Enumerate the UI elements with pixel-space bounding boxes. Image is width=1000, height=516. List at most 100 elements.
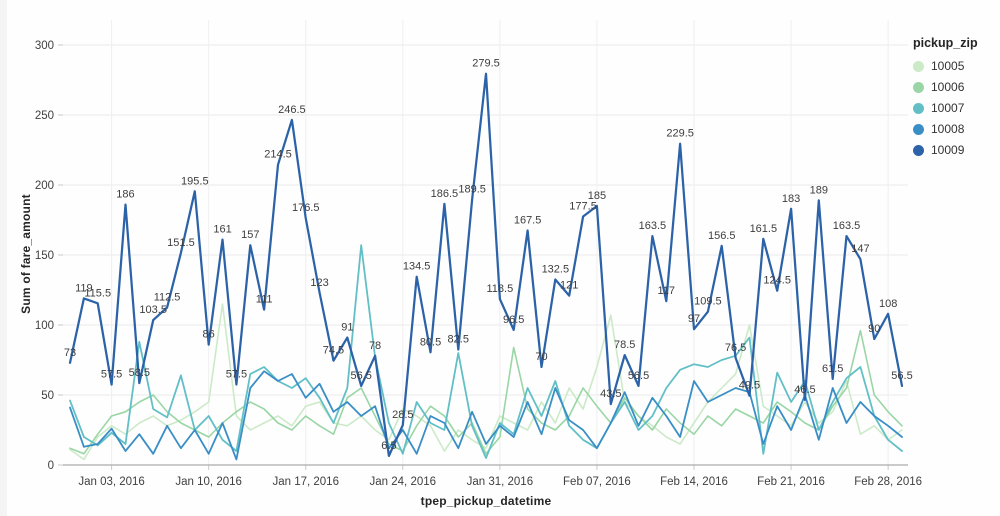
data-label-10009: 49.5 xyxy=(739,380,760,392)
legend: pickup_zip 10005 10006 10007 10008 10009 xyxy=(913,36,998,164)
data-label-10009: 58.5 xyxy=(129,367,150,379)
data-label-10009: 115.5 xyxy=(84,287,111,299)
data-label-10009: 109.5 xyxy=(694,296,722,308)
data-label-10009: 189 xyxy=(810,184,828,196)
data-label-10009: 151.5 xyxy=(167,237,195,249)
data-label-10009: 112.5 xyxy=(154,292,181,304)
data-label-10009: 163.5 xyxy=(833,220,861,232)
y-tick-label: 0 xyxy=(48,460,54,472)
data-label-10009: 134.5 xyxy=(403,261,431,273)
data-label-10009: 80.5 xyxy=(420,336,441,348)
data-label-10009: 177.5 xyxy=(569,201,597,213)
data-label-10009: 56.5 xyxy=(350,370,371,382)
y-tick-label: 300 xyxy=(35,40,54,52)
legend-label: 10007 xyxy=(931,101,965,115)
data-label-10009: 57.5 xyxy=(101,369,122,381)
data-label-10009: 229.5 xyxy=(666,128,694,140)
legend-item-10009[interactable]: 10009 xyxy=(913,143,998,157)
data-label-10009: 61.5 xyxy=(822,363,843,375)
data-label-10009: 78.5 xyxy=(614,339,635,351)
legend-item-10006[interactable]: 10006 xyxy=(913,80,998,94)
series-line-10009[interactable] xyxy=(68,72,904,458)
data-label-10009: 132.5 xyxy=(542,264,570,276)
y-tick-label: 100 xyxy=(35,320,54,332)
series-line-10005[interactable] xyxy=(69,303,903,461)
x-tick-label: Jan 24, 2016 xyxy=(370,476,437,488)
data-label-10009: 157 xyxy=(241,229,259,241)
data-label-10009: 111 xyxy=(256,294,273,306)
data-label-10009: 56.5 xyxy=(891,370,912,382)
x-axis-title: tpep_pickup_datetime xyxy=(420,494,552,508)
x-tick-label: Jan 31, 2016 xyxy=(467,476,534,488)
series-line-10007[interactable] xyxy=(69,244,903,459)
y-tick-label: 150 xyxy=(35,250,54,262)
data-label-10009: 117 xyxy=(657,285,675,297)
x-tick-label: Jan 10, 2016 xyxy=(175,476,242,488)
legend-item-10008[interactable]: 10008 xyxy=(913,122,998,136)
series-line-10008[interactable] xyxy=(69,370,903,461)
x-tick-label: Jan 17, 2016 xyxy=(272,476,339,488)
legend-swatch-10006 xyxy=(913,81,924,93)
data-label-10009: 28.5 xyxy=(392,409,413,421)
data-label-10009: 186.5 xyxy=(431,188,459,200)
x-tick-label: Jan 03, 2016 xyxy=(78,476,145,488)
data-label-10009: 119 xyxy=(75,282,93,294)
legend-label: 10009 xyxy=(931,143,965,157)
data-label-10009: 6.5 xyxy=(381,440,396,452)
y-tick-label: 50 xyxy=(41,390,54,402)
data-label-10009: 86 xyxy=(203,329,215,341)
legend-swatch-10008 xyxy=(913,123,924,135)
left-edge-strip xyxy=(0,0,7,516)
data-label-10009: 214.5 xyxy=(264,149,292,161)
data-label-10009: 70 xyxy=(535,351,547,363)
data-label-10009: 161 xyxy=(213,224,231,236)
data-label-10009: 82.5 xyxy=(448,334,469,346)
data-label-10009: 76.5 xyxy=(725,342,746,354)
data-label-10009: 246.5 xyxy=(278,104,306,116)
data-label-10009: 156.5 xyxy=(708,230,736,242)
data-label-10009: 46.5 xyxy=(794,384,815,396)
data-label-10009: 91 xyxy=(341,322,353,334)
data-label-10009: 118.5 xyxy=(487,283,514,295)
data-label-10009: 147 xyxy=(851,243,869,255)
legend-label: 10006 xyxy=(931,80,965,94)
data-label-10009: 189.5 xyxy=(458,184,486,196)
x-tick-label: Feb 21, 2016 xyxy=(757,476,825,488)
x-tick-label: Feb 28, 2016 xyxy=(854,476,922,488)
data-label-10009: 121 xyxy=(560,280,578,292)
data-label-10009: 97 xyxy=(688,313,700,325)
data-label-10009: 161.5 xyxy=(750,223,778,235)
y-tick-label: 250 xyxy=(35,110,54,122)
legend-swatch-10009 xyxy=(913,144,924,156)
data-label-10009: 43.5 xyxy=(600,388,621,400)
y-axis-title: Sum of fare_amount xyxy=(19,194,33,314)
legend-title: pickup_zip xyxy=(913,36,978,50)
data-label-10009: 176.5 xyxy=(292,202,320,214)
x-tick-label: Feb 07, 2016 xyxy=(563,476,631,488)
legend-swatch-10007 xyxy=(913,102,924,114)
x-tick-label: Feb 14, 2016 xyxy=(660,476,728,488)
data-label-10009: 163.5 xyxy=(639,220,667,232)
data-label-10009: 103.5 xyxy=(139,304,167,316)
data-label-10009: 195.5 xyxy=(181,175,209,187)
data-label-10009: 279.5 xyxy=(472,58,500,70)
legend-item-10007[interactable]: 10007 xyxy=(913,101,998,115)
legend-swatch-10005 xyxy=(913,60,924,72)
data-label-10009: 57.5 xyxy=(226,369,247,381)
legend-label: 10005 xyxy=(931,59,965,73)
data-label-10009: 108 xyxy=(879,298,897,310)
data-label-10009: 96.5 xyxy=(503,314,524,326)
data-label-10009: 124.5 xyxy=(763,275,791,287)
data-label-10009: 183 xyxy=(782,193,800,205)
data-label-10009: 185 xyxy=(588,190,606,202)
legend-item-list: 10005 10006 10007 10008 10009 xyxy=(913,59,998,157)
data-label-10009: 73 xyxy=(64,347,76,359)
data-label-10009: 90 xyxy=(868,323,880,335)
legend-label: 10008 xyxy=(931,122,965,136)
data-label-10009: 78 xyxy=(369,340,381,352)
legend-item-10005[interactable]: 10005 xyxy=(913,59,998,73)
series-line-10006[interactable] xyxy=(69,329,903,455)
